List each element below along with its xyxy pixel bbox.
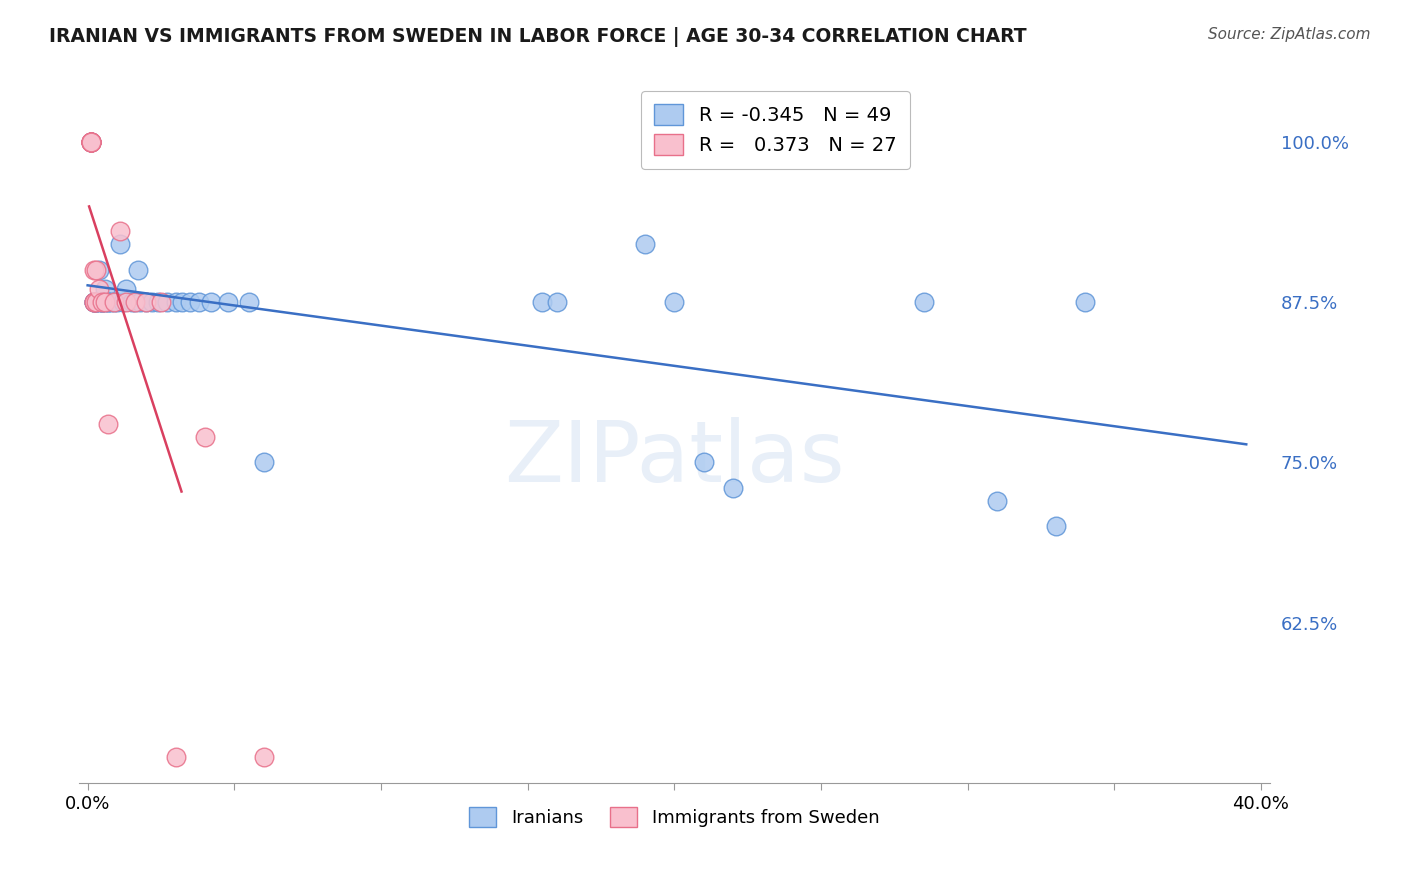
Point (105, 295, 128, 310)
Point (79, 135, 101, 149)
Point (83, 263, 105, 277)
Point (79, 135, 101, 149)
Point (79, 135, 101, 149)
Point (1074, 295, 1097, 310)
Point (103, 295, 125, 310)
Point (124, 295, 146, 310)
Point (912, 295, 935, 310)
Point (1045, 519, 1067, 533)
Text: IRANIAN VS IMMIGRANTS FROM SWEDEN IN LABOR FORCE | AGE 30-34 CORRELATION CHART: IRANIAN VS IMMIGRANTS FROM SWEDEN IN LAB… (49, 27, 1026, 46)
Point (89, 263, 111, 277)
Point (100, 295, 122, 310)
Point (86, 295, 108, 310)
Point (238, 295, 260, 310)
Point (165, 295, 187, 310)
Point (194, 430, 217, 444)
Point (170, 295, 193, 310)
Point (692, 455, 714, 469)
Point (664, 295, 686, 310)
Point (79, 135, 101, 149)
Point (129, 295, 152, 310)
Point (91, 295, 114, 310)
Point (135, 295, 157, 310)
Point (83, 295, 105, 310)
Legend: Iranians, Immigrants from Sweden: Iranians, Immigrants from Sweden (463, 799, 887, 834)
Point (103, 295, 125, 310)
Point (721, 481, 744, 495)
Point (79, 135, 101, 149)
Point (156, 295, 179, 310)
Point (165, 750, 187, 764)
Point (141, 295, 163, 310)
Point (83, 295, 105, 310)
Point (86, 295, 108, 310)
Point (97, 417, 120, 431)
Point (200, 295, 222, 310)
Point (79, 135, 101, 149)
Point (79, 135, 101, 149)
Point (94, 295, 117, 310)
Point (86, 295, 108, 310)
Point (114, 282, 136, 296)
Point (179, 295, 201, 310)
Point (91, 295, 114, 310)
Point (114, 295, 136, 310)
Point (94, 282, 117, 296)
Point (188, 295, 211, 310)
Point (121, 295, 143, 310)
Point (146, 295, 169, 310)
Point (86, 263, 108, 277)
Text: Source: ZipAtlas.com: Source: ZipAtlas.com (1208, 27, 1371, 42)
Point (127, 263, 149, 277)
Point (124, 295, 146, 310)
Point (111, 295, 134, 310)
Point (986, 493, 1008, 508)
Point (108, 224, 131, 238)
Point (94, 295, 117, 310)
Point (79, 135, 101, 149)
Point (546, 295, 568, 310)
Point (79, 135, 101, 149)
Point (149, 295, 172, 310)
Point (83, 295, 105, 310)
Point (89, 295, 111, 310)
Point (83, 295, 105, 310)
Point (634, 237, 657, 252)
Point (91, 295, 114, 310)
Point (97, 295, 120, 310)
Point (83, 295, 105, 310)
Point (217, 295, 239, 310)
Point (86, 295, 108, 310)
Point (253, 455, 276, 469)
Point (135, 295, 157, 310)
Text: ZIPatlas: ZIPatlas (503, 417, 845, 500)
Point (108, 237, 131, 252)
Point (253, 750, 276, 764)
Point (97, 295, 120, 310)
Point (89, 282, 111, 296)
Point (531, 295, 554, 310)
Point (91, 295, 114, 310)
